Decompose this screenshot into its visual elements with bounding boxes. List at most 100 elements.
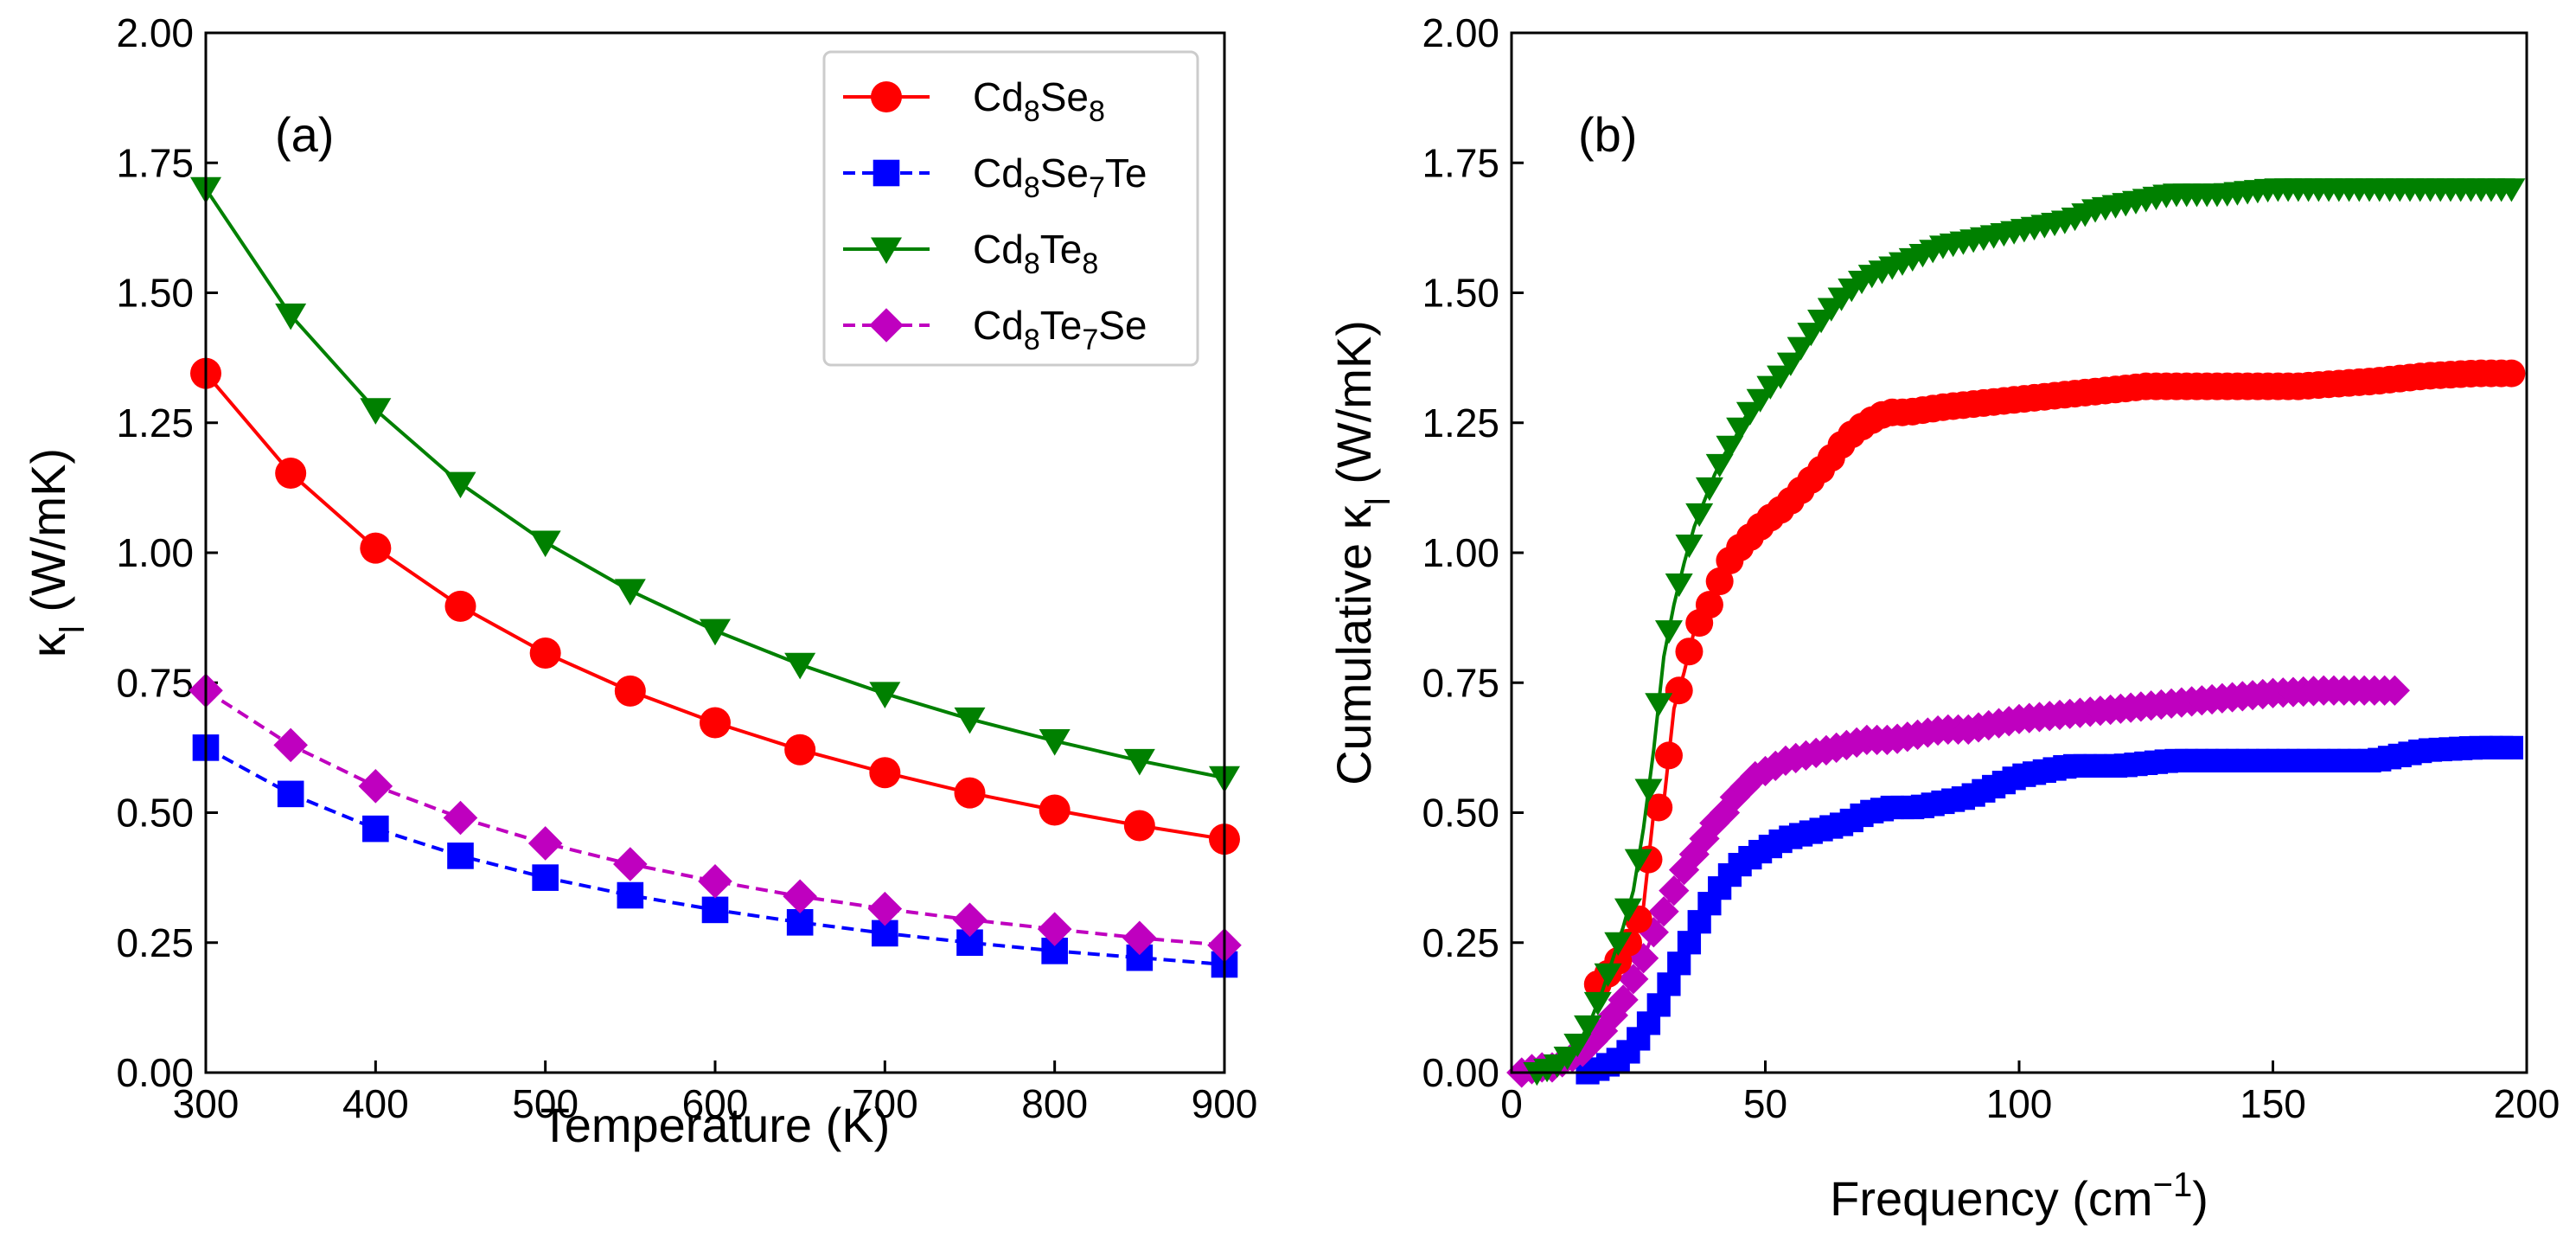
legend-label-part: 8 bbox=[1024, 95, 1040, 128]
data-point-Cd8Se7Te bbox=[447, 843, 474, 869]
data-point-Cd8Te8 bbox=[2497, 178, 2526, 202]
data-point-Cd8Te8 bbox=[1705, 453, 1734, 478]
data-point-Cd8Te8 bbox=[1787, 336, 1815, 361]
data-point-Cd8Te7Se bbox=[1608, 984, 1639, 1016]
panel-a-frame bbox=[204, 31, 1226, 1074]
data-point-Cd8Te7Se bbox=[613, 847, 648, 881]
data-point-Cd8Te7Se bbox=[1729, 771, 1761, 803]
data-point-Cd8Te7Se bbox=[1648, 896, 1679, 927]
panel-a-xtick-label: 800 bbox=[1021, 1081, 1088, 1126]
panel-a-tag: (a) bbox=[275, 107, 334, 162]
panel-a-xtick-label: 600 bbox=[682, 1081, 749, 1126]
panel-a-ytick-label: 1.50 bbox=[116, 271, 194, 316]
panel-b-xtick-label: 0 bbox=[1500, 1081, 1523, 1126]
legend-label-Cd8Se8: Cd8Se8 bbox=[973, 74, 1105, 128]
panel-b-xlabel-main: Frequency (cm bbox=[1830, 1171, 2152, 1226]
data-point-Cd8Se8 bbox=[700, 707, 731, 739]
data-point-Cd8Se8 bbox=[1695, 591, 1723, 619]
data-point-Cd8Te7Se bbox=[1740, 760, 1771, 792]
data-point-Cd8Te8 bbox=[1624, 849, 1652, 873]
data-point-Cd8Te8 bbox=[1746, 388, 1774, 413]
panel-b-xlabel-sup: −1 bbox=[2153, 1166, 2193, 1204]
legend-label-part: 8 bbox=[1024, 247, 1040, 280]
panel-b-xtick-label: 200 bbox=[2494, 1081, 2560, 1126]
data-point-Cd8Se8 bbox=[1123, 810, 1155, 842]
data-point-Cd8Se7Te bbox=[2499, 735, 2523, 759]
data-point-Cd8Se8 bbox=[1039, 794, 1071, 826]
panel-a-ytick-label: 0.00 bbox=[116, 1050, 194, 1095]
legend-label-part: Cd bbox=[973, 151, 1024, 195]
panel-a-ylabel-sub: l bbox=[54, 625, 92, 633]
legend-label-part: 7 bbox=[1089, 171, 1105, 204]
panel-b-ytick-label: 2.00 bbox=[1422, 10, 1499, 55]
data-point-Cd8Te7Se bbox=[952, 902, 988, 938]
data-point-Cd8Te8 bbox=[1767, 365, 1795, 389]
legend-entry-Cd8Te8: Cd8Te8 bbox=[843, 227, 1098, 280]
panel-a-ylabel-main: κ bbox=[21, 632, 75, 657]
legend-marker-Cd8Se7Te bbox=[873, 159, 900, 187]
data-point-Cd8Se8 bbox=[2497, 359, 2526, 388]
legend-entry-Cd8Te7Se: Cd8Te7Se bbox=[843, 303, 1147, 356]
panel-b-frame bbox=[1510, 31, 2528, 1074]
data-point-Cd8Te8 bbox=[1726, 417, 1755, 441]
panel-a-kappa-vs-temperature: 300 400 500 600 700 800 900 0.00 0.25 0.50 0.75 1.0… bbox=[21, 10, 1257, 1152]
data-point-Cd8Se7Te bbox=[1646, 993, 1671, 1017]
data-point-Cd8Te7Se bbox=[1659, 875, 1690, 907]
data-point-Cd8Se8 bbox=[614, 675, 646, 707]
legend-label-part: 8 bbox=[1082, 247, 1098, 280]
panel-a-xtick-label: 900 bbox=[1192, 1081, 1258, 1126]
data-point-Cd8Te8 bbox=[1604, 932, 1633, 956]
data-point-Cd8Se8 bbox=[784, 734, 816, 766]
data-point-Cd8Se7Te bbox=[786, 909, 814, 936]
panel-a-xtick-label: 500 bbox=[512, 1081, 578, 1126]
data-point-Cd8Te8 bbox=[1123, 748, 1155, 776]
data-point-Cd8Te7Se bbox=[527, 826, 563, 861]
panel-b-xlabel-end: ) bbox=[2192, 1171, 2208, 1226]
panel-a-ytick-label: 0.25 bbox=[116, 920, 194, 965]
data-point-Cd8Te8 bbox=[1553, 1046, 1582, 1071]
data-point-Cd8Te8 bbox=[1665, 573, 1693, 598]
legend-label-part: Cd bbox=[973, 227, 1024, 272]
data-point-Cd8Se8 bbox=[1675, 638, 1703, 666]
data-point-Cd8Se7Te bbox=[1677, 931, 1702, 955]
legend-label-part: Cd bbox=[973, 303, 1024, 348]
data-point-Cd8Te8 bbox=[1735, 401, 1764, 426]
legend-label-part: 7 bbox=[1082, 324, 1098, 356]
legend-marker-Cd8Se8 bbox=[871, 81, 902, 112]
panel-b-ytick-label: 1.00 bbox=[1422, 530, 1499, 575]
panel-b-ytick-label: 0.50 bbox=[1422, 791, 1499, 836]
data-point-Cd8Se8 bbox=[869, 757, 901, 789]
data-point-Cd8Te8 bbox=[614, 579, 646, 605]
data-point-Cd8Te8 bbox=[1583, 991, 1612, 1016]
data-point-Cd8Se7Te bbox=[617, 881, 644, 909]
legend-entry-Cd8Se7Te: Cd8Se7Te bbox=[843, 151, 1147, 204]
panel-b-xtick-label: 50 bbox=[1743, 1081, 1787, 1126]
panel-b-ytick-label: 1.75 bbox=[1422, 140, 1499, 185]
data-point-Cd8Te7Se bbox=[1678, 838, 1710, 870]
data-point-Cd8Te7Se bbox=[273, 727, 308, 763]
panel-b-xtick-label: 100 bbox=[1986, 1081, 2053, 1126]
panel-b-cumulative-kappa: 0 50 100 150 200 0.00 0.25 0.50 0.75 1.00 1.25 1.50… bbox=[1326, 10, 2560, 1226]
data-point-Cd8Se8 bbox=[1705, 567, 1734, 596]
panel-b-ytick-label: 0.75 bbox=[1422, 660, 1499, 705]
panel-b-series bbox=[1506, 178, 2526, 1088]
data-point-Cd8Te7Se bbox=[867, 891, 903, 926]
data-point-Cd8Te7Se bbox=[2379, 675, 2410, 706]
panel-a-xtick-label: 300 bbox=[173, 1081, 240, 1126]
panel-a-ytick-label: 0.50 bbox=[116, 791, 194, 836]
data-point-Cd8Te8 bbox=[1654, 620, 1683, 644]
legend-label-part: Se bbox=[1098, 303, 1147, 348]
data-point-Cd8Se7Te bbox=[532, 864, 559, 891]
data-point-Cd8Te8 bbox=[1675, 534, 1703, 559]
legend-label-part: 8 bbox=[1089, 95, 1105, 128]
data-point-Cd8Se8 bbox=[275, 458, 307, 490]
panel-b-ytick-label: 1.50 bbox=[1422, 271, 1499, 316]
legend-entry-Cd8Se8: Cd8Se8 bbox=[843, 74, 1105, 128]
data-point-Cd8Se8 bbox=[1665, 676, 1693, 705]
legend-label-part: Se bbox=[1040, 151, 1089, 195]
legend-label-part: 8 bbox=[1024, 171, 1040, 204]
data-point-Cd8Te7Se bbox=[783, 879, 817, 914]
panel-a-xtick-label: 400 bbox=[342, 1081, 409, 1126]
legend-label-Cd8Te8: Cd8Te8 bbox=[973, 227, 1098, 280]
data-point-Cd8Se7Te bbox=[362, 815, 389, 843]
